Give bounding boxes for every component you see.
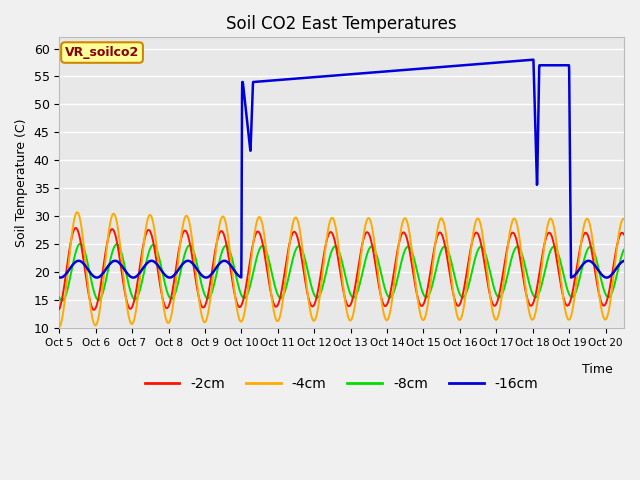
Text: VR_soilco2: VR_soilco2 bbox=[65, 46, 139, 59]
Legend: -2cm, -4cm, -8cm, -16cm: -2cm, -4cm, -8cm, -16cm bbox=[139, 372, 544, 396]
X-axis label: Time: Time bbox=[582, 363, 612, 376]
Title: Soil CO2 East Temperatures: Soil CO2 East Temperatures bbox=[226, 15, 457, 33]
Y-axis label: Soil Temperature (C): Soil Temperature (C) bbox=[15, 119, 28, 247]
